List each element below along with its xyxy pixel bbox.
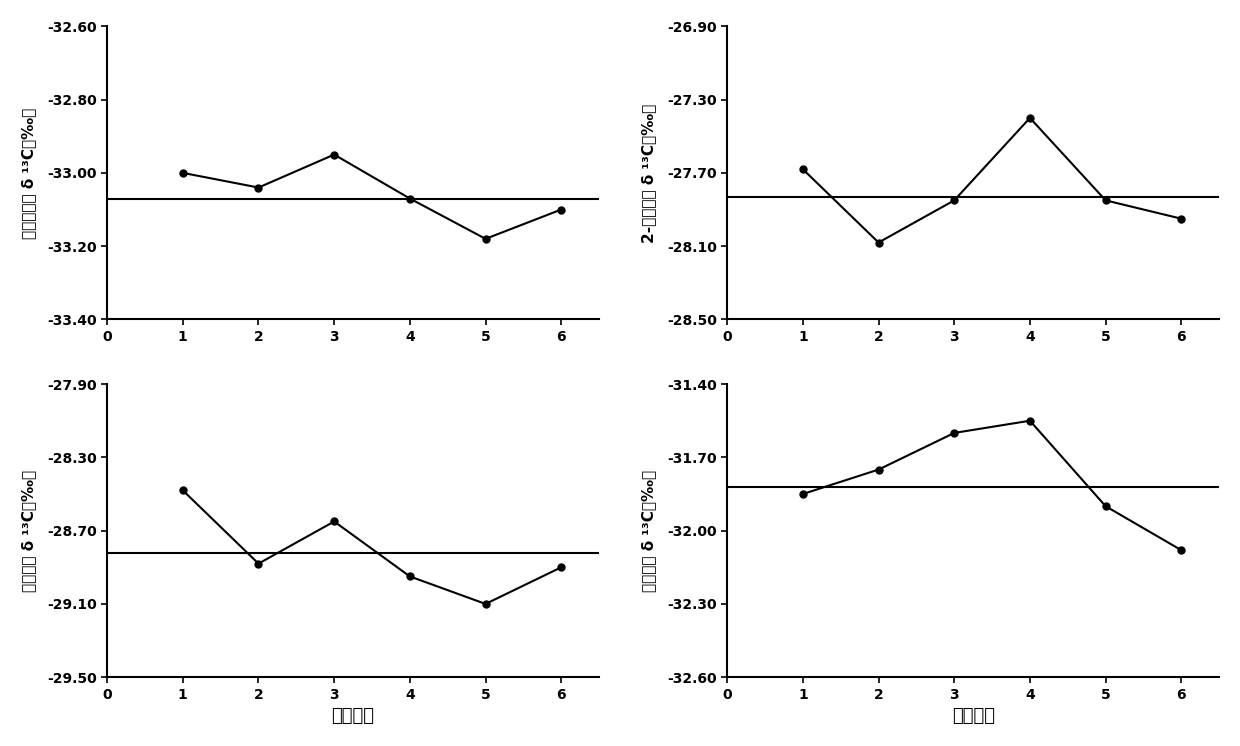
X-axis label: 实验次数: 实验次数 xyxy=(951,707,994,725)
Y-axis label: 癸酸乙酵 δ ¹³C（‰）: 癸酸乙酵 δ ¹³C（‰） xyxy=(641,469,656,592)
Y-axis label: 2-苯基乙醇 δ ¹³C（‰）: 2-苯基乙醇 δ ¹³C（‰） xyxy=(641,103,656,242)
Y-axis label: 乙酸异戊酵 δ ¹³C（‰）: 乙酸异戊酵 δ ¹³C（‰） xyxy=(21,107,36,239)
X-axis label: 实验次数: 实验次数 xyxy=(331,707,374,725)
Y-axis label: 辛酸乙酵 δ ¹³C（‰）: 辛酸乙酵 δ ¹³C（‰） xyxy=(21,469,36,592)
